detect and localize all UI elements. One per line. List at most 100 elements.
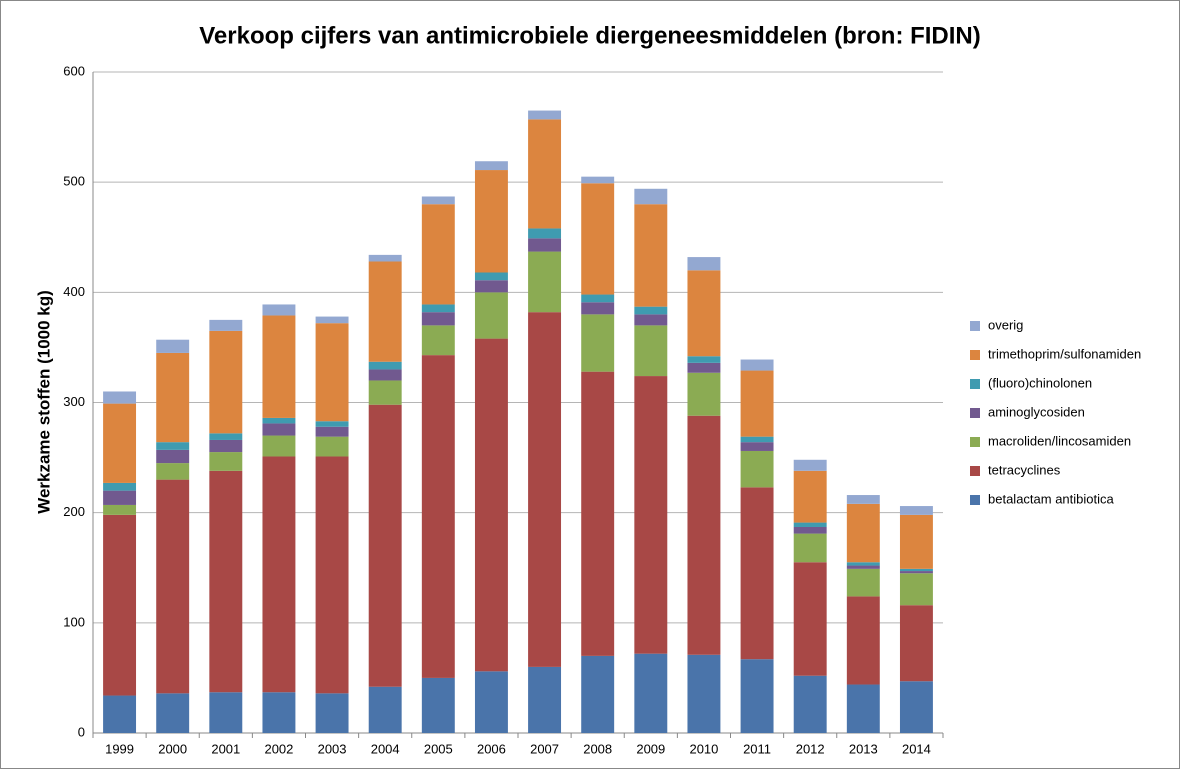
bar-segment bbox=[474, 280, 508, 293]
bar-segment bbox=[634, 204, 668, 307]
bar-segment bbox=[474, 338, 508, 672]
bar-segment bbox=[103, 504, 137, 515]
bar-segment bbox=[368, 380, 402, 405]
bar-segment bbox=[315, 456, 349, 694]
bar-segment bbox=[103, 490, 137, 505]
bar-segment bbox=[262, 417, 296, 424]
x-tick-label: 2009 bbox=[636, 741, 665, 756]
bar-segment bbox=[687, 257, 721, 271]
bar-segment bbox=[899, 571, 933, 574]
bar-segment bbox=[209, 439, 243, 453]
bar-segment bbox=[156, 449, 190, 464]
bar-segment bbox=[156, 442, 190, 450]
bar-segment bbox=[634, 325, 668, 377]
bar-segment bbox=[899, 681, 933, 733]
bar-segment bbox=[421, 312, 455, 326]
bar-segment bbox=[368, 254, 402, 262]
y-axis-label: Werkzame stoffen (1000 kg) bbox=[34, 290, 53, 514]
bar-segment bbox=[315, 421, 349, 427]
legend-label: tetracyclines bbox=[988, 462, 1061, 477]
bar-segment bbox=[846, 503, 880, 563]
bar-segment bbox=[793, 526, 827, 534]
bar-segment bbox=[687, 654, 721, 733]
bar-segment bbox=[634, 376, 668, 654]
legend-swatch bbox=[970, 437, 980, 447]
bar-segment bbox=[156, 479, 190, 694]
x-tick-label: 2007 bbox=[530, 741, 559, 756]
bar-segment bbox=[581, 371, 615, 656]
legend-label: betalactam antibiotica bbox=[988, 491, 1115, 506]
legend-swatch bbox=[970, 408, 980, 418]
bar-segment bbox=[368, 369, 402, 381]
bar-segment bbox=[846, 562, 880, 566]
bar-segment bbox=[528, 251, 562, 313]
bar-segment bbox=[528, 119, 562, 229]
bar-segment bbox=[581, 314, 615, 372]
bar-segment bbox=[474, 671, 508, 733]
bar-segment bbox=[528, 110, 562, 120]
x-tick-label: 2001 bbox=[211, 741, 240, 756]
bar-segment bbox=[209, 692, 243, 733]
bar-segment bbox=[899, 573, 933, 606]
y-tick-label: 100 bbox=[63, 614, 85, 629]
legend-swatch bbox=[970, 495, 980, 505]
bar-segment bbox=[846, 495, 880, 504]
y-tick-label: 0 bbox=[78, 724, 85, 739]
bar-segment bbox=[899, 605, 933, 682]
x-tick-label: 2011 bbox=[743, 741, 771, 756]
bar-segment bbox=[740, 450, 774, 488]
bar-segment bbox=[421, 677, 455, 733]
bar-segment bbox=[740, 487, 774, 660]
bar-segment bbox=[103, 403, 137, 483]
bar-segment bbox=[687, 372, 721, 416]
bar-segment bbox=[315, 323, 349, 422]
bar-segment bbox=[634, 306, 668, 315]
bar-segment bbox=[103, 482, 137, 491]
bar-segment bbox=[634, 188, 668, 205]
bar-segment bbox=[156, 352, 190, 443]
bar-segment bbox=[581, 655, 615, 733]
bar-segment bbox=[793, 522, 827, 527]
bar-segment bbox=[156, 693, 190, 733]
bar-segment bbox=[103, 695, 137, 733]
bar-segment bbox=[740, 442, 774, 451]
bar-segment bbox=[899, 506, 933, 515]
bar-segment bbox=[103, 514, 137, 696]
bar-segment bbox=[740, 436, 774, 443]
legend-label: aminoglycosiden bbox=[988, 404, 1085, 419]
bar-segment bbox=[687, 356, 721, 363]
bar-segment bbox=[262, 423, 296, 436]
bar-segment bbox=[262, 456, 296, 693]
bar-segment bbox=[634, 314, 668, 326]
x-tick-label: 2010 bbox=[689, 741, 718, 756]
bar-segment bbox=[156, 463, 190, 480]
bar-segment bbox=[793, 470, 827, 523]
bar-segment bbox=[103, 391, 137, 404]
bar-segment bbox=[793, 533, 827, 563]
bar-segment bbox=[315, 436, 349, 457]
legend-label: trimethoprim/sulfonamiden bbox=[988, 346, 1141, 361]
bar-segment bbox=[740, 659, 774, 733]
bar-segment bbox=[209, 319, 243, 331]
bar-segment bbox=[581, 294, 615, 303]
x-tick-label: 2014 bbox=[902, 741, 931, 756]
bar-segment bbox=[528, 666, 562, 733]
bar-segment bbox=[528, 228, 562, 239]
bar-segment bbox=[846, 684, 880, 733]
chart-title: Verkoop cijfers van antimicrobiele dierg… bbox=[199, 22, 981, 49]
bar-segment bbox=[315, 693, 349, 733]
legend-swatch bbox=[970, 350, 980, 360]
bar-segment bbox=[899, 514, 933, 569]
legend-swatch bbox=[970, 379, 980, 389]
bar-segment bbox=[793, 459, 827, 471]
y-tick-label: 600 bbox=[63, 63, 85, 78]
bar-segment bbox=[262, 435, 296, 457]
y-tick-label: 200 bbox=[63, 504, 85, 519]
bar-segment bbox=[581, 183, 615, 295]
bar-segment bbox=[421, 204, 455, 305]
bar-segment bbox=[846, 568, 880, 597]
bar-segment bbox=[687, 362, 721, 373]
bar-segment bbox=[368, 261, 402, 362]
